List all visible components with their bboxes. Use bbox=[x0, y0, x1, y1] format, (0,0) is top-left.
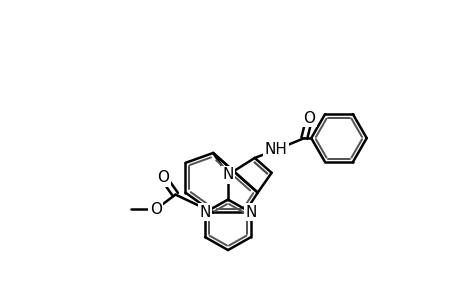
Text: O: O bbox=[157, 170, 169, 185]
Text: N: N bbox=[222, 167, 233, 182]
Text: NH: NH bbox=[263, 142, 286, 158]
Text: N: N bbox=[199, 205, 211, 220]
Text: N: N bbox=[245, 205, 256, 220]
Text: O: O bbox=[302, 111, 314, 126]
Text: O: O bbox=[149, 202, 162, 217]
